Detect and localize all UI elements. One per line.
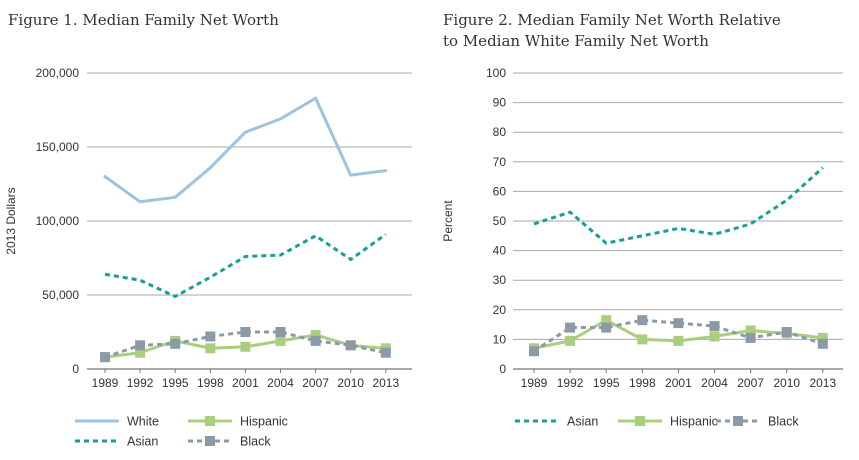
fig0-point-hispanic <box>310 329 321 340</box>
fig0-legend-label-hispanic: Hispanic <box>240 415 288 429</box>
fig0-point-black <box>170 338 181 349</box>
fig0-point-black <box>275 327 286 337</box>
fig0-x-tick-label: 1995 <box>162 376 189 390</box>
fig0-point-black <box>380 347 391 358</box>
figure2-title-line2: to Median White Family Net Worth <box>443 32 709 50</box>
fig1-series-line-asian <box>533 166 824 245</box>
fig0-legend-label-asian: Asian <box>127 435 158 449</box>
fig1-y-tick-label: 30 <box>493 273 507 287</box>
fig1-y-tick-label: 10 <box>493 332 507 346</box>
fig1-x-tick-label: 2001 <box>665 376 692 390</box>
fig0-y-tick-label: 200,000 <box>36 66 80 80</box>
fig1-point-black <box>817 338 828 349</box>
fig1-y-tick-label: 100 <box>486 66 506 80</box>
fig1-point-black <box>637 315 648 326</box>
fig0-point-black <box>135 340 146 351</box>
fig1-x-tick-label: 1998 <box>629 376 656 390</box>
fig0-y-tick-label: 0 <box>72 362 79 376</box>
fig1-x-tick-label: 2013 <box>809 376 836 390</box>
fig0-point-hispanic <box>135 347 146 358</box>
fig1-point-black <box>601 322 612 333</box>
fig0-x-tick-label: 1992 <box>127 376 154 390</box>
fig0-series-line-black <box>104 330 387 359</box>
fig1-y-axis-label: Percent <box>441 200 455 242</box>
fig1-x-tick-label: 2007 <box>737 376 764 390</box>
fig0-x-tick-label: 2007 <box>302 376 329 390</box>
fig1-legend-marker-black <box>733 416 743 426</box>
fig1-point-hispanic <box>709 331 720 342</box>
fig1-x-tick-label: 1992 <box>557 376 584 390</box>
fig1-x-tick-label: 2004 <box>701 376 728 390</box>
fig0-legend-label-black: Black <box>240 435 271 449</box>
fig0-y-tick-label: 50,000 <box>42 288 79 302</box>
fig1-legend-marker-hispanic <box>635 416 645 426</box>
fig0-y-tick-label: 100,000 <box>36 214 80 228</box>
fig0-x-tick-label: 1998 <box>197 376 224 390</box>
fig1-y-tick-label: 50 <box>493 214 507 228</box>
figure1-chart: 0 50,000 100,000 150,000 200,000 1989 1992 1995… <box>4 66 412 449</box>
fig0-x-tick-label: 2013 <box>372 376 399 390</box>
fig1-series-line-black <box>533 318 824 353</box>
figure1-title: Figure 1. Median Family Net Worth <box>8 11 279 29</box>
fig0-legend-marker-black <box>205 436 215 446</box>
fig0-point-hispanic <box>240 341 251 352</box>
fig1-x-tick-label: 1995 <box>593 376 620 390</box>
fig1-point-black <box>529 346 539 357</box>
fig0-point-black <box>205 331 216 342</box>
fig1-point-black <box>781 327 792 337</box>
fig0-y-axis-label: 2013 Dollars <box>4 187 18 254</box>
fig0-point-black <box>310 335 321 346</box>
fig1-point-hispanic <box>565 335 576 346</box>
fig0-point-hispanic <box>205 343 216 354</box>
fig1-legend-label-hispanic: Hispanic <box>670 415 718 429</box>
fig1-point-hispanic <box>817 332 828 343</box>
fig1-point-hispanic <box>745 325 756 336</box>
fig1-x-tick-label: 2010 <box>773 376 800 390</box>
figure2-title-line1: Figure 2. Median Family Net Worth Relati… <box>443 11 781 29</box>
fig1-point-hispanic <box>601 315 612 326</box>
fig0-point-black <box>240 327 251 337</box>
fig1-point-black <box>709 321 720 332</box>
fig1-y-tick-label: 20 <box>493 303 507 317</box>
fig0-y-tick-label: 150,000 <box>36 140 80 154</box>
fig1-y-tick-label: 70 <box>493 155 507 169</box>
figure2-title: Figure 2. Median Family Net Worth Relati… <box>443 10 781 52</box>
fig1-legend-label-black: Black <box>768 415 799 429</box>
fig0-point-hispanic <box>275 335 286 346</box>
fig0-x-tick-label: 2001 <box>232 376 259 390</box>
fig1-y-tick-label: 40 <box>493 244 507 258</box>
fig1-legend-label-asian: Asian <box>567 415 598 429</box>
fig1-y-tick-label: 60 <box>493 184 507 198</box>
fig0-series-line-asian <box>104 233 387 298</box>
fig0-x-tick-label: 2004 <box>267 376 294 390</box>
fig1-point-black <box>673 318 684 329</box>
fig1-point-hispanic <box>673 335 684 346</box>
fig1-y-tick-label: 90 <box>493 96 507 110</box>
fig1-y-tick-label: 80 <box>493 125 507 139</box>
fig0-series-line-white <box>103 96 388 204</box>
fig0-x-tick-label: 1989 <box>92 376 119 390</box>
fig1-y-tick-label: 0 <box>499 362 506 376</box>
fig0-x-tick-label: 2010 <box>337 376 364 390</box>
fig0-point-black <box>345 340 356 351</box>
fig1-point-black <box>565 322 576 333</box>
fig1-x-tick-label: 1989 <box>521 376 548 390</box>
fig0-legend-marker-hispanic <box>205 416 215 426</box>
figure2-chart: 0 10 20 30 40 50 60 70 80 90 100 1989 1992 1995 1998 20… <box>441 66 843 429</box>
fig0-legend-label-white: White <box>127 415 159 429</box>
fig1-point-hispanic <box>637 334 648 345</box>
fig1-point-black <box>745 332 756 343</box>
fig0-point-black <box>100 352 110 363</box>
